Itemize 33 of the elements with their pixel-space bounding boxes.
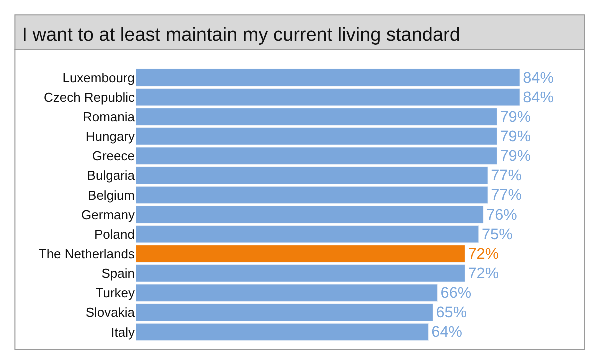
y-tick-label: Turkey [96, 286, 136, 301]
y-tick-label: Spain [102, 266, 135, 282]
data-label: 79% [500, 128, 532, 146]
data-label: 79% [500, 148, 532, 166]
y-tick-label: Hungary [86, 129, 136, 144]
data-label: 77% [491, 187, 522, 204]
chart-title: I want to at least maintain my current living standard [22, 24, 460, 46]
y-tick-label: Luxembourg [62, 70, 135, 86]
data-label: 79% [500, 108, 532, 126]
data-label: 64% [432, 324, 463, 342]
data-label: 72% [468, 246, 500, 263]
bar [136, 68, 520, 87]
data-label: 75% [482, 226, 514, 244]
data-label: 65% [436, 304, 468, 322]
y-tick-label: Germany [82, 207, 136, 222]
data-label: 76% [486, 206, 518, 224]
bar [136, 323, 429, 342]
data-label: 84% [523, 70, 554, 87]
bar [136, 206, 484, 224]
y-tick-label: Bulgaria [87, 168, 136, 184]
y-tick-label: Greece [92, 148, 135, 164]
data-label: 84% [523, 89, 554, 106]
y-tick-label: The Netherlands [38, 246, 136, 262]
y-tick-label: Italy [111, 324, 136, 340]
y-tick-label: Slovakia [86, 305, 136, 320]
data-label: 66% [440, 285, 472, 302]
bar [136, 186, 488, 204]
y-tick-label: Czech Republic [44, 90, 136, 105]
y-tick-label: Belgium [88, 188, 135, 203]
y-tick-label: Poland [94, 226, 135, 242]
data-label: 72% [468, 265, 500, 282]
y-tick-label: Romania [82, 109, 136, 124]
data-label: 77% [491, 168, 522, 185]
